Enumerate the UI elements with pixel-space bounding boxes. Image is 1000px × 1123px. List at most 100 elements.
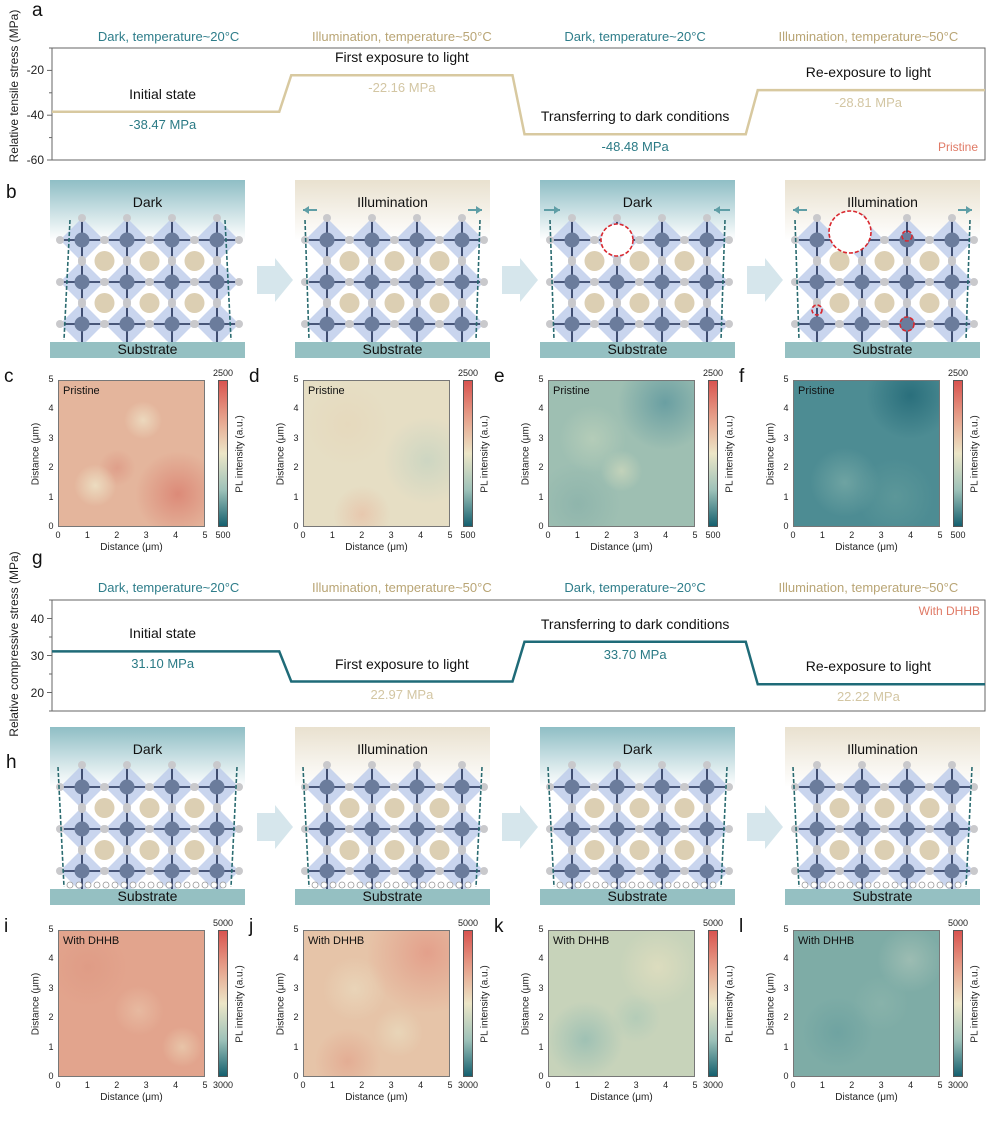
b-site-cation — [454, 863, 470, 879]
halide-ion — [858, 803, 866, 811]
dhhb-molecule — [909, 881, 917, 889]
colorbar — [708, 380, 718, 527]
a-site-cation — [919, 293, 940, 313]
diagram-title: Dark — [132, 194, 163, 210]
x-tick-label: 5 — [937, 1080, 943, 1090]
x-tick-label: 0 — [790, 1080, 796, 1090]
stage-header: Illumination, temperature~50°C — [312, 580, 492, 595]
strain-boundary-line — [224, 219, 232, 341]
sample-label: With DHHB — [798, 935, 855, 947]
halide-ion — [101, 867, 109, 875]
y-tick-label: 2 — [538, 462, 544, 473]
halide-ion — [480, 783, 488, 791]
colorbar — [953, 930, 963, 1077]
strain-boundary-line — [549, 219, 555, 341]
dhhb-molecule — [927, 881, 935, 889]
dhhb-molecule — [583, 881, 591, 889]
strain-boundary-line — [475, 219, 481, 341]
halide-ion — [813, 761, 821, 769]
dhhb-molecule — [464, 881, 472, 889]
halide-ion — [791, 783, 799, 791]
halide-ion — [681, 320, 689, 328]
halide-ion — [123, 803, 131, 811]
halide-ion — [970, 825, 978, 833]
strain-boundary-line — [302, 766, 310, 888]
panel-letter: c — [4, 366, 14, 387]
b-site-cation — [364, 863, 380, 879]
colorbar-min: 500 — [950, 530, 966, 540]
b-site-cation — [319, 779, 335, 795]
arrow-head — [793, 206, 799, 214]
y-tick-label: 3 — [293, 982, 299, 993]
arrow-shape — [502, 805, 538, 849]
halide-ion — [658, 214, 666, 222]
halide-ion — [323, 214, 331, 222]
halide-ion — [391, 278, 399, 286]
colorbar — [708, 930, 718, 1077]
dhhb-molecule — [410, 881, 418, 889]
halide-ion — [413, 803, 421, 811]
b-site-cation — [454, 274, 470, 290]
strain-boundary-line — [304, 219, 310, 341]
substrate-layer — [50, 342, 245, 358]
halide-ion — [546, 783, 554, 791]
y-tick-label: 0 — [293, 1071, 299, 1081]
halide-ion — [168, 214, 176, 222]
process-arrow-icon — [747, 805, 783, 849]
arrow-head — [554, 206, 560, 214]
halide-ion — [235, 320, 243, 328]
b-site-cation — [854, 274, 870, 290]
y-tick-label: 2 — [293, 462, 299, 473]
x-tick-label: 3 — [633, 530, 639, 540]
a-site-cation — [829, 293, 850, 313]
dhhb-molecule — [945, 881, 953, 889]
b-site-cation — [364, 316, 380, 332]
halide-ion — [703, 214, 711, 222]
halide-ion — [881, 278, 889, 286]
halide-ion — [568, 256, 576, 264]
x-axis-label: Distance (μm) — [100, 1092, 163, 1103]
halide-ion — [546, 825, 554, 833]
a-site-cation — [829, 840, 850, 860]
y-tick-label: 3 — [783, 432, 789, 443]
halide-ion — [725, 320, 733, 328]
a-site-cation — [184, 840, 205, 860]
dhhb-molecule — [610, 881, 618, 889]
halide-ion — [791, 825, 799, 833]
x-tick-label: 3 — [388, 530, 394, 540]
halide-ion — [725, 278, 733, 286]
y-tick-label: 4 — [293, 953, 299, 964]
y-tick-label: 3 — [538, 982, 544, 993]
colorbar-max: 5000 — [947, 918, 969, 928]
y-tick-label: 5 — [783, 374, 789, 384]
dhhb-molecule — [873, 881, 881, 889]
x-tick-label: 0 — [545, 1080, 551, 1090]
b-site-cation — [74, 316, 90, 332]
b-site-cation — [119, 274, 135, 290]
substrate-layer — [295, 342, 490, 358]
y-tick-label: 0 — [538, 521, 544, 531]
sample-label: Pristine — [798, 385, 835, 397]
a-site-cation — [874, 840, 895, 860]
halide-ion — [56, 867, 64, 875]
y-axis-label: Distance (μm) — [765, 972, 777, 1035]
halide-ion — [436, 867, 444, 875]
halide-ion — [213, 214, 221, 222]
pl-heatmap: With DHHB — [303, 930, 450, 1077]
dhhb-molecule — [592, 881, 600, 889]
dhhb-molecule — [174, 881, 182, 889]
b-site-cation — [564, 232, 580, 248]
a-site-cation — [874, 798, 895, 818]
halide-ion — [146, 236, 154, 244]
a-site-cation — [384, 840, 405, 860]
colorbar-min: 3000 — [702, 1080, 724, 1090]
a-site-cation — [94, 293, 115, 313]
halide-ion — [323, 256, 331, 264]
b-site-cation — [944, 779, 960, 795]
x-tick-label: 2 — [849, 1080, 855, 1090]
halide-ion — [948, 761, 956, 769]
b-site-cation — [119, 316, 135, 332]
a-site-cation — [584, 798, 605, 818]
halide-ion — [903, 256, 911, 264]
dhhb-molecule — [120, 881, 128, 889]
